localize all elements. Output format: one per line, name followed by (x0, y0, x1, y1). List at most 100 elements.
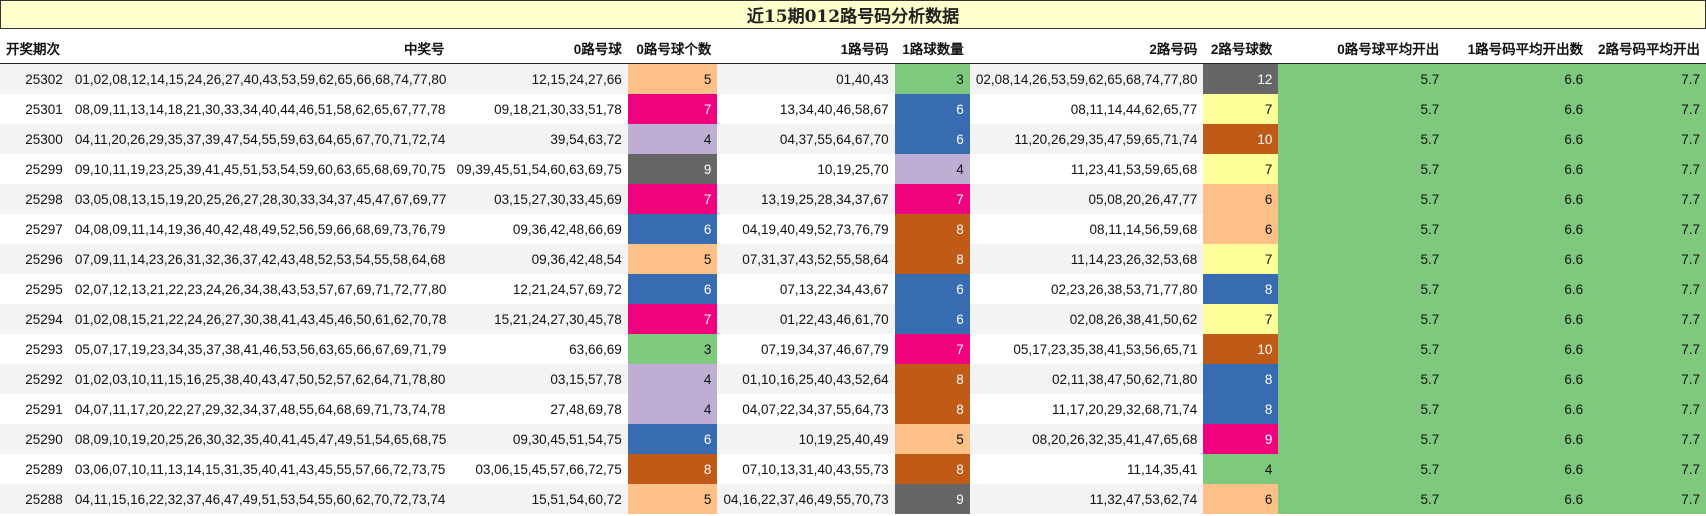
route2-avg-cell: 7.7 (1589, 154, 1706, 184)
header-numbers: 中奖号 (68, 33, 451, 64)
route1-balls-cell: 10,19,25,70 (717, 154, 895, 184)
winning-numbers-cell: 04,07,11,17,20,22,27,29,32,34,37,48,55,6… (68, 394, 451, 424)
table-row: 25294 01,02,08,15,21,22,24,26,27,30,38,41… (0, 304, 1706, 334)
period-cell: 25291 (0, 394, 69, 424)
winning-numbers-cell: 04,11,15,16,22,32,37,46,47,49,51,53,54,5… (68, 484, 451, 514)
route0-count-cell: 4 (627, 124, 718, 154)
route0-balls-cell: 63,66,69 (450, 334, 628, 364)
table-body: 25302 01,02,08,12,14,15,24,26,27,40,43,53… (0, 63, 1706, 514)
table-row: 25293 05,07,17,19,23,34,35,37,38,41,46,53… (0, 334, 1706, 364)
header-route0-balls: 0路号球 (450, 33, 628, 64)
route0-balls-cell: 09,36,42,48,66,69 (450, 214, 628, 244)
route2-count-cell: 4 (1203, 454, 1279, 484)
route1-balls-cell: 07,31,37,43,52,55,58,64 (717, 244, 895, 274)
route1-count-cell: 8 (894, 244, 970, 274)
table-row: 25297 04,08,09,11,14,19,36,40,42,48,49,52… (0, 214, 1706, 244)
route0-avg-cell: 5.7 (1278, 274, 1446, 304)
route2-avg-cell: 7.7 (1589, 274, 1706, 304)
route0-balls-cell: 09,36,42,48,54 (450, 244, 628, 274)
period-cell: 25294 (0, 304, 69, 334)
route0-avg-cell: 5.7 (1278, 214, 1446, 244)
route0-avg-cell: 5.7 (1278, 244, 1446, 274)
period-cell: 25298 (0, 184, 69, 214)
route1-balls-cell: 01,40,43 (717, 63, 895, 94)
route1-balls-cell: 13,34,40,46,58,67 (717, 94, 895, 124)
winning-numbers-cell: 08,09,10,19,20,25,26,30,32,35,40,41,45,4… (68, 424, 451, 454)
route0-balls-cell: 03,15,27,30,33,45,69 (450, 184, 628, 214)
route0-count-cell: 7 (627, 184, 718, 214)
route2-count-cell: 8 (1203, 394, 1279, 424)
route0-count-cell: 5 (627, 63, 718, 94)
route1-count-cell: 6 (894, 94, 970, 124)
analysis-table: 开奖期次 中奖号 0路号球 0路号球个数 1路号码 1路球数量 2路号码 2路号球数 0路号球平… (0, 33, 1706, 514)
route1-avg-cell: 6.6 (1445, 63, 1590, 94)
route1-count-cell: 4 (894, 154, 970, 184)
route1-avg-cell: 6.6 (1445, 154, 1590, 184)
period-cell: 25290 (0, 424, 69, 454)
route2-count-cell: 6 (1203, 184, 1279, 214)
route0-balls-cell: 09,18,21,30,33,51,78 (450, 94, 628, 124)
route0-balls-cell: 12,21,24,57,69,72 (450, 274, 628, 304)
route1-avg-cell: 6.6 (1445, 304, 1590, 334)
route1-avg-cell: 6.6 (1445, 454, 1590, 484)
table-row: 25299 09,10,11,19,23,25,39,41,45,51,53,54… (0, 154, 1706, 184)
route1-count-cell: 3 (894, 63, 970, 94)
route1-balls-cell: 07,10,13,31,40,43,55,73 (717, 454, 895, 484)
route1-balls-cell: 04,16,22,37,46,49,55,70,73 (717, 484, 895, 514)
route0-avg-cell: 5.7 (1278, 304, 1446, 334)
table-row: 25300 04,11,20,26,29,35,37,39,47,54,55,59… (0, 124, 1706, 154)
sheet-title: 近15期012路号码分析数据 (0, 0, 1706, 29)
route2-avg-cell: 7.7 (1589, 244, 1706, 274)
route2-balls-cell: 11,14,35,41 (969, 454, 1204, 484)
period-cell: 25292 (0, 364, 69, 394)
route2-balls-cell: 11,17,20,29,32,68,71,74 (969, 394, 1204, 424)
route0-balls-cell: 27,48,69,78 (450, 394, 628, 424)
route1-balls-cell: 04,19,40,49,52,73,76,79 (717, 214, 895, 244)
table-row: 25292 01,02,03,10,11,15,16,25,38,40,43,47… (0, 364, 1706, 394)
header-route1-avg: 1路号码平均开出数 (1445, 33, 1590, 64)
route1-balls-cell: 13,19,25,28,34,37,67 (717, 184, 895, 214)
period-cell: 25302 (0, 63, 69, 94)
route1-avg-cell: 6.6 (1445, 394, 1590, 424)
route0-balls-cell: 03,06,15,45,57,66,72,75 (450, 454, 628, 484)
route2-balls-cell: 11,14,23,26,32,53,68 (969, 244, 1204, 274)
route1-count-cell: 8 (894, 364, 970, 394)
route0-count-cell: 7 (627, 304, 718, 334)
winning-numbers-cell: 01,02,08,12,14,15,24,26,27,40,43,53,59,6… (68, 63, 451, 94)
route0-count-cell: 5 (627, 244, 718, 274)
route0-balls-cell: 15,51,54,60,72 (450, 484, 628, 514)
period-cell: 25300 (0, 124, 69, 154)
period-cell: 25297 (0, 214, 69, 244)
route2-count-cell: 7 (1203, 94, 1279, 124)
header-period: 开奖期次 (0, 33, 69, 64)
route2-count-cell: 10 (1203, 334, 1279, 364)
route0-count-cell: 9 (627, 154, 718, 184)
route1-avg-cell: 6.6 (1445, 424, 1590, 454)
winning-numbers-cell: 03,05,08,13,15,19,20,25,26,27,28,30,33,3… (68, 184, 451, 214)
route1-avg-cell: 6.6 (1445, 94, 1590, 124)
table-row: 25291 04,07,11,17,20,22,27,29,32,34,37,48… (0, 394, 1706, 424)
route1-count-cell: 6 (894, 274, 970, 304)
route2-count-cell: 8 (1203, 274, 1279, 304)
route0-avg-cell: 5.7 (1278, 63, 1446, 94)
route0-avg-cell: 5.7 (1278, 394, 1446, 424)
route2-avg-cell: 7.7 (1589, 94, 1706, 124)
route2-balls-cell: 11,20,26,29,35,47,59,65,71,74 (969, 124, 1204, 154)
period-cell: 25288 (0, 484, 69, 514)
period-cell: 25295 (0, 274, 69, 304)
route1-count-cell: 7 (894, 334, 970, 364)
route1-balls-cell: 04,37,55,64,67,70 (717, 124, 895, 154)
route0-avg-cell: 5.7 (1278, 334, 1446, 364)
route2-balls-cell: 05,08,20,26,47,77 (969, 184, 1204, 214)
route2-count-cell: 7 (1203, 154, 1279, 184)
route0-count-cell: 6 (627, 274, 718, 304)
route0-count-cell: 3 (627, 334, 718, 364)
route1-count-cell: 5 (894, 424, 970, 454)
winning-numbers-cell: 09,10,11,19,23,25,39,41,45,51,53,54,59,6… (68, 154, 451, 184)
winning-numbers-cell: 07,09,11,14,23,26,31,32,36,37,42,43,48,5… (68, 244, 451, 274)
route0-count-cell: 6 (627, 424, 718, 454)
route0-count-cell: 4 (627, 364, 718, 394)
header-route2-count: 2路号球数 (1203, 33, 1279, 64)
route2-count-cell: 7 (1203, 244, 1279, 274)
